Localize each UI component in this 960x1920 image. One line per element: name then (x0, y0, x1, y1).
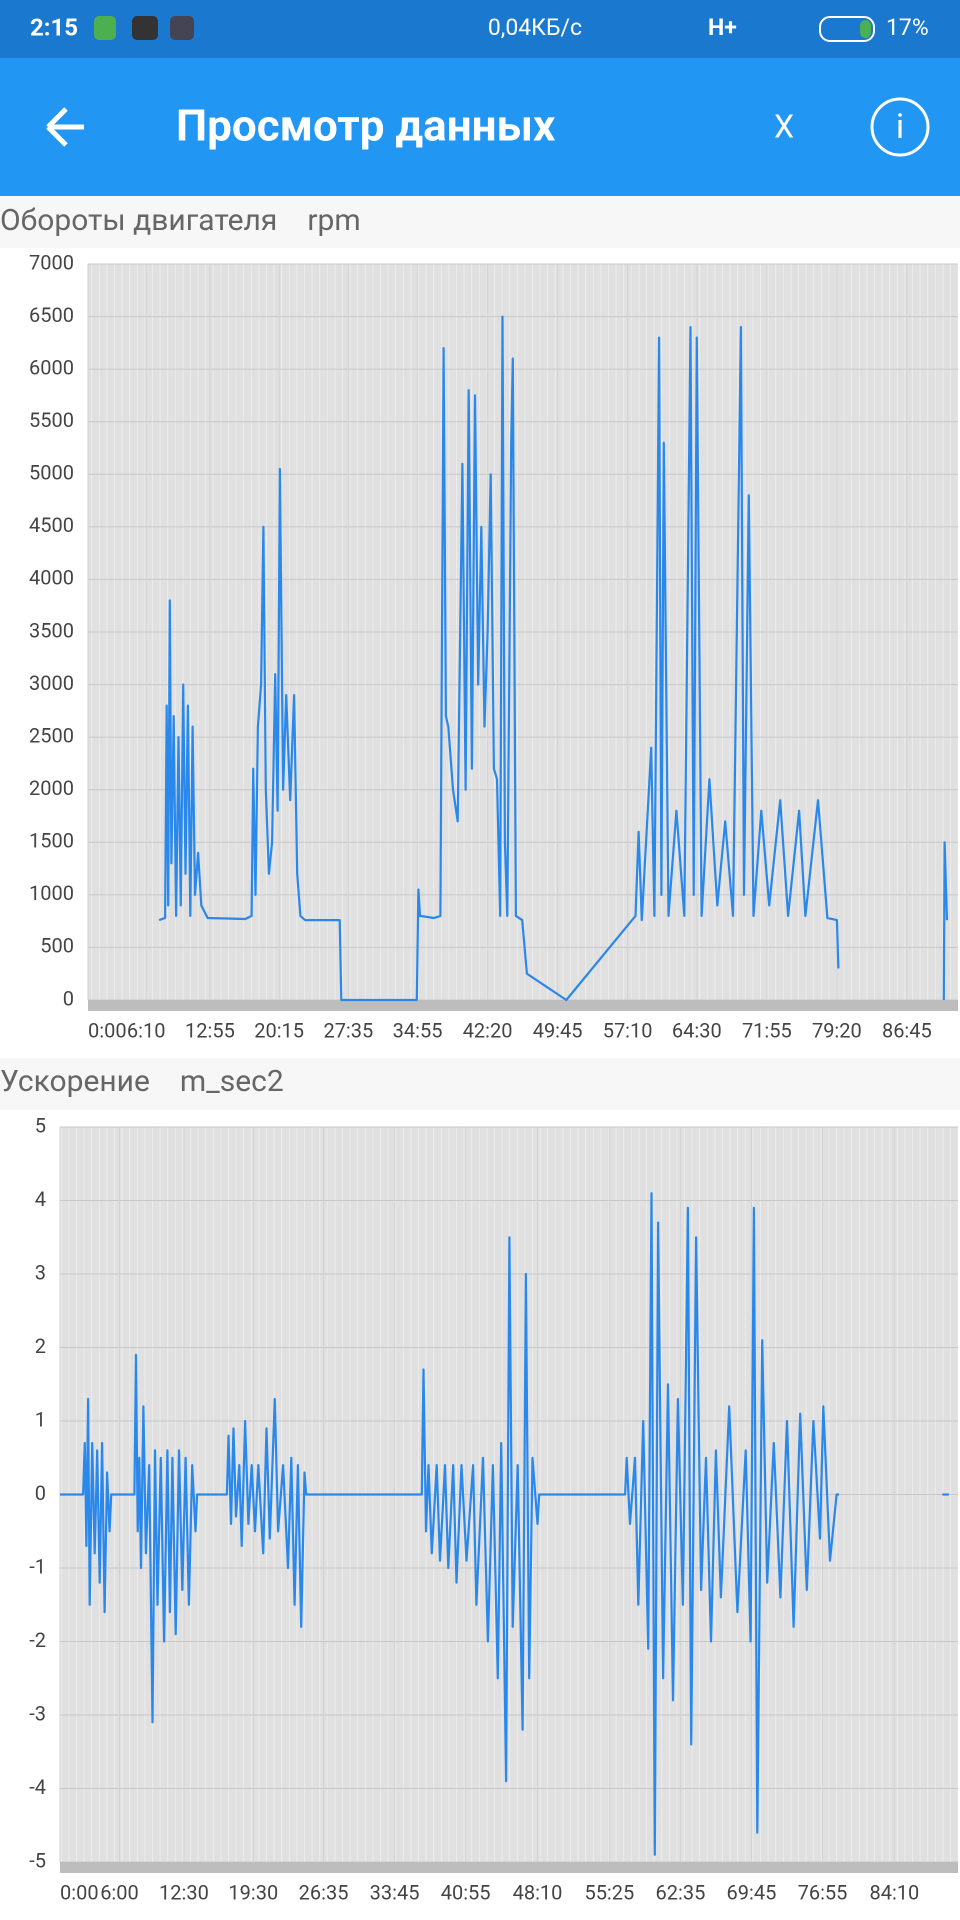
chart-title-band (0, 196, 960, 248)
x-tick-label: 12:30 (159, 1880, 209, 1904)
y-tick-label: -3 (29, 1701, 46, 1725)
chart-title: Ускорение (0, 1064, 150, 1099)
net-speed: 0,04КБ/с (488, 14, 582, 41)
y-tick-label: -4 (29, 1775, 46, 1799)
x-tick-label: 71:55 (742, 1018, 792, 1042)
app-bar (0, 58, 960, 196)
x-tick-label: 19:30 (228, 1880, 278, 1904)
y-tick-label: 0 (35, 1481, 46, 1505)
y-tick-label: 5500 (29, 408, 74, 432)
app-title: Просмотр данных (176, 100, 556, 152)
data-line (942, 841, 949, 1001)
chart-unit: m_sec2 (180, 1064, 284, 1099)
y-tick-label: 4000 (29, 566, 74, 590)
x-tick-label: 34:55 (393, 1018, 443, 1042)
y-tick-label: 6500 (29, 303, 74, 327)
x-tick-label: 26:35 (299, 1880, 349, 1904)
clock: 2:15 (30, 13, 78, 41)
x-tick-label: 76:55 (798, 1880, 848, 1904)
x-tick-label: 55:25 (584, 1880, 634, 1904)
chart-title-band (0, 1058, 960, 1110)
network: H+ (708, 14, 737, 41)
battery-outline (819, 16, 875, 42)
chart-unit: rpm (307, 203, 360, 238)
x-tick-label: 27:35 (323, 1018, 373, 1042)
icon (94, 16, 116, 40)
y-tick-label: 7000 (29, 250, 74, 274)
x-tick-label: 12:55 (185, 1018, 235, 1042)
status-bar (0, 0, 960, 58)
x-tick-label: 0:00 (88, 1018, 127, 1042)
x-tick-label: 42:20 (463, 1018, 513, 1042)
y-tick-label: 4 (35, 1187, 46, 1211)
x-axis-bar (60, 1862, 958, 1873)
x-tick-label: 6:00 (100, 1880, 139, 1904)
y-tick-label: 6000 (29, 355, 74, 379)
y-tick-label: -1 (29, 1554, 46, 1578)
x-tick-label: 48:10 (513, 1880, 563, 1904)
y-tick-label: 2500 (29, 723, 74, 747)
x-tick-label: 57:10 (603, 1018, 653, 1042)
y-tick-label: 2 (35, 1334, 46, 1358)
close-button[interactable]: X (774, 107, 794, 145)
icon (132, 16, 158, 40)
back-button[interactable] (46, 107, 84, 147)
x-tick-label: 20:15 (254, 1018, 304, 1042)
data-line (158, 315, 840, 1002)
x-tick-label: 0:00 (60, 1880, 99, 1904)
x-tick-label: 33:45 (370, 1880, 420, 1904)
info-button[interactable] (870, 97, 930, 157)
y-tick-label: 1 (35, 1407, 46, 1431)
x-tick-label: 62:35 (656, 1880, 706, 1904)
data-line (60, 1192, 839, 1856)
x-tick-label: 6:10 (127, 1018, 166, 1042)
y-tick-label: 0 (63, 986, 74, 1010)
x-tick-label: 40:55 (441, 1880, 491, 1904)
y-tick-label: -5 (29, 1848, 46, 1872)
y-tick-label: 4500 (29, 513, 74, 537)
x-tick-label: 84:10 (869, 1880, 919, 1904)
info-icon: i (896, 107, 904, 147)
y-tick-label: 500 (40, 934, 74, 958)
battery-level (860, 20, 871, 38)
x-tick-label: 79:20 (812, 1018, 862, 1042)
y-tick-label: 2000 (29, 776, 74, 800)
chart-title: Обороты двигателя (0, 203, 277, 238)
y-tick-label: 5000 (29, 461, 74, 485)
y-tick-label: 3000 (29, 671, 74, 695)
y-tick-label: 3500 (29, 618, 74, 642)
y-tick-label: 3 (35, 1260, 46, 1284)
icon (170, 16, 194, 40)
x-axis-bar (88, 1000, 958, 1011)
x-tick-label: 69:45 (727, 1880, 777, 1904)
y-tick-label: 1000 (29, 881, 74, 905)
x-tick-label: 49:45 (533, 1018, 583, 1042)
y-tick-label: 1500 (29, 829, 74, 853)
battery-percent: 17% (886, 14, 929, 41)
x-tick-label: 86:45 (882, 1018, 932, 1042)
y-tick-label: -2 (29, 1628, 46, 1652)
y-tick-label: 5 (35, 1113, 46, 1137)
x-tick-label: 64:30 (672, 1018, 722, 1042)
